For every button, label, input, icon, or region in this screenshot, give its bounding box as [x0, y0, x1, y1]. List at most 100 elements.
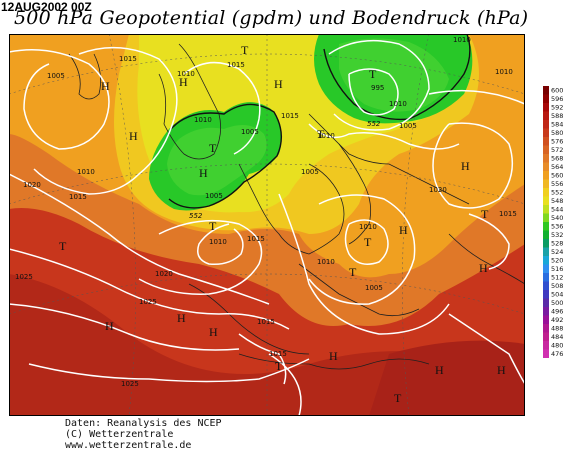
scale-swatch	[543, 188, 549, 197]
isobar-label: 1005	[365, 284, 383, 292]
scale-label: 592	[551, 104, 563, 112]
scale-swatch	[543, 86, 549, 95]
isobar-labels: 1005 1015 1015 1010 1010 995 1010 1015 1…	[15, 36, 517, 388]
isobar-label: 1015	[247, 235, 265, 243]
low-marker: T	[349, 265, 357, 279]
chart-title: 500 hPa Geopotential (gpdm) und Bodendru…	[14, 7, 529, 29]
credit-line: (C) Wetterzentrale	[65, 429, 174, 440]
scale-swatch	[543, 145, 549, 155]
low-marker: T	[59, 239, 67, 253]
low-marker: T	[209, 141, 217, 155]
scale-label: 572	[551, 146, 563, 154]
scale-swatch	[543, 230, 549, 240]
isobar-label: 1025	[139, 298, 157, 306]
scale-swatch	[543, 315, 549, 325]
scale-label: 596	[551, 95, 563, 103]
low-marker: T	[364, 235, 372, 249]
low-marker: T	[481, 207, 489, 221]
isobar-label: 1005	[301, 168, 319, 176]
isobar-label: 1010	[317, 132, 335, 140]
high-marker: H	[105, 319, 114, 333]
scale-swatch	[543, 298, 549, 308]
isobar-label: 1025	[15, 273, 33, 281]
high-marker: H	[209, 325, 218, 339]
scale-swatch	[543, 256, 549, 265]
scale-swatch	[543, 154, 549, 163]
scale-swatch	[543, 341, 549, 350]
scale-swatch	[543, 103, 549, 112]
isobar-label: 1005	[47, 72, 65, 80]
scale-label: 500	[551, 299, 563, 307]
scale-swatch	[543, 111, 549, 121]
scale-swatch	[543, 179, 549, 189]
scale-swatch	[543, 162, 549, 172]
isobar-label: 1005	[205, 192, 223, 200]
high-marker: H	[177, 311, 186, 325]
scale-label: 600	[551, 87, 563, 95]
isobar-label: 1020	[429, 186, 447, 194]
low-marker: T	[369, 67, 377, 81]
scale-label: 544	[551, 206, 563, 214]
green-field	[167, 125, 267, 196]
scale-label: 512	[551, 274, 563, 282]
scale-label: 504	[551, 291, 563, 299]
high-marker: H	[199, 166, 208, 180]
isobar-label: 1005	[399, 122, 417, 130]
scale-label: 480	[551, 342, 563, 350]
isobar-label: 1010	[495, 68, 513, 76]
low-marker: T	[241, 43, 249, 57]
low-marker: T	[209, 219, 217, 233]
isobar-label: 1010	[77, 168, 95, 176]
scale-label: 568	[551, 155, 563, 163]
scale-swatch	[543, 273, 549, 282]
isobar-label: 1015	[257, 318, 275, 326]
isobar-label: 1010	[209, 238, 227, 246]
isobar-label: 1020	[155, 270, 173, 278]
scale-label: 520	[551, 257, 563, 265]
date-label: 12AUG2002 00Z	[1, 0, 92, 14]
scale-swatch	[543, 120, 549, 129]
scale-swatch	[543, 171, 549, 180]
scale-swatch	[543, 290, 549, 299]
isobar-label: 1015	[281, 112, 299, 120]
credit-line: Daten: Reanalysis des NCEP	[65, 418, 222, 429]
high-marker: H	[101, 79, 110, 93]
scale-swatch	[543, 264, 549, 274]
scale-label: 492	[551, 316, 563, 324]
height-labels: 552 552	[189, 120, 381, 220]
high-marker: H	[435, 363, 444, 377]
scale-swatch	[543, 128, 549, 138]
green-field	[339, 38, 449, 112]
scale-label: 540	[551, 214, 563, 222]
scale-label: 580	[551, 129, 563, 137]
scale-swatch	[543, 247, 549, 257]
isobar-label: 1010	[194, 116, 212, 124]
height-label: 552	[189, 212, 203, 220]
low-marker: T	[275, 359, 283, 373]
high-marker: H	[479, 261, 488, 275]
scale-swatch	[543, 213, 549, 223]
scale-label: 484	[551, 333, 563, 341]
high-marker: H	[129, 129, 138, 143]
isobar-label: 1010	[177, 70, 195, 78]
scale-swatch	[543, 205, 549, 214]
map-frame	[9, 34, 525, 416]
credit-link[interactable]: www.wetterzentrale.de	[65, 440, 192, 451]
high-marker: H	[399, 223, 408, 237]
scale-swatch	[543, 349, 549, 358]
scale-swatch	[543, 94, 549, 104]
isobar-label: 995	[371, 84, 384, 92]
scale-label: 548	[551, 197, 563, 205]
graticule	[9, 34, 525, 416]
isobar-label: 1010	[389, 100, 407, 108]
color-scale: 6005965925885845805765725685645605565525…	[543, 86, 563, 358]
isobar-label: 1020	[23, 181, 41, 189]
scale-label: 552	[551, 189, 563, 197]
low-marker: T	[394, 391, 402, 405]
scale-label: 556	[551, 180, 563, 188]
scale-label: 528	[551, 240, 563, 248]
scale-label: 508	[551, 282, 563, 290]
pressure-centers: H H H H H H H H H H H H H H T T T T T T …	[59, 43, 506, 405]
scale-label: 560	[551, 172, 563, 180]
scale-swatch	[543, 324, 549, 333]
